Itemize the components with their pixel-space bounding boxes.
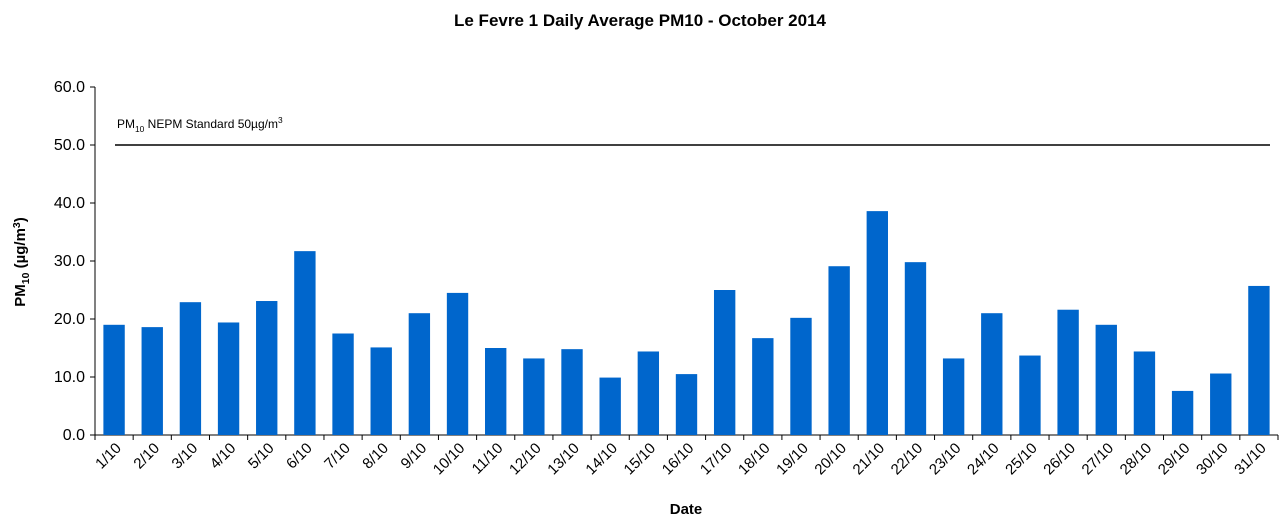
x-tick-label: 27/10 [1079,440,1118,479]
x-tick-label: 17/10 [697,440,736,479]
x-tick-label: 9/10 [398,440,431,473]
x-tick-label: 11/10 [469,440,507,478]
bar [217,322,240,435]
x-tick-label: 7/10 [321,440,354,473]
bar [294,251,316,435]
x-tick-label: 2/10 [130,440,163,473]
text-part: 10 [20,272,32,284]
x-tick-label: 31/10 [1231,440,1270,479]
bar [637,351,660,435]
x-tick-label: 5/10 [245,440,278,473]
bar [1133,351,1156,435]
chart-title: Le Fevre 1 Daily Average PM10 - October … [454,11,827,30]
text-part: PM [12,284,29,307]
bar [446,292,469,435]
x-tick-label: 23/10 [926,440,965,479]
x-tick-label: 21/10 [850,440,889,479]
y-tick-label: 0.0 [63,427,85,444]
bar [675,374,698,435]
text-part: (µg/m [12,228,29,272]
x-tick-label: 15/10 [621,440,660,479]
bar [866,211,888,435]
bar [1248,285,1270,435]
bar [1095,324,1117,435]
x-tick-label: 20/10 [811,440,850,479]
bar [790,317,812,435]
bar [141,327,163,435]
x-tick-label: 13/10 [544,440,583,479]
x-tick-label: 30/10 [1193,440,1232,479]
y-tick-label: 10.0 [54,369,85,386]
bar [370,347,392,435]
x-tick-label: 28/10 [1117,440,1156,479]
x-tick-label: 10/10 [430,440,469,479]
x-tick-label: 12/10 [506,440,545,479]
x-tick-label: 25/10 [1002,440,1041,479]
bar [713,290,736,435]
x-tick-label: 22/10 [888,440,927,479]
y-axis-label: PM10 (µg/m3) [11,217,32,307]
x-tick-label: 4/10 [207,440,240,473]
y-tick-label: 30.0 [54,253,85,270]
standard-label: PM10 NEPM Standard 50µg/m3 [117,115,283,134]
y-tick-label: 40.0 [54,195,85,212]
text-part: 3 [11,222,23,228]
x-tick-label: 26/10 [1040,440,1079,479]
bar [561,349,583,435]
text-part: 3 [278,115,283,125]
text-part: NEPM Standard 50µg/m [144,117,278,131]
x-tick-label: 19/10 [773,440,812,479]
bar [523,358,545,435]
bar [332,333,354,435]
bar [179,302,202,435]
text-part: 10 [135,124,145,134]
bar [752,338,774,435]
bar [1210,373,1232,435]
x-tick-label: 8/10 [359,440,392,473]
y-tick-label: 60.0 [54,79,85,96]
bar [828,266,850,435]
x-tick-label: 1/10 [92,440,125,473]
x-axis-label: Date [670,501,703,518]
bar [256,301,278,435]
bar [1019,355,1041,435]
bar [599,377,621,435]
x-tick-label: 14/10 [582,440,621,479]
bar [1171,390,1194,435]
bar [1057,309,1079,435]
y-tick-label: 20.0 [54,311,85,328]
x-tick-label: 16/10 [659,440,698,479]
bar [408,313,431,435]
bar [904,262,927,435]
x-tick-label: 3/10 [169,440,202,473]
x-tick-label: 29/10 [1155,440,1194,479]
x-tick-label: 24/10 [964,440,1003,479]
bar [103,324,125,435]
x-tick-label: 6/10 [283,440,316,473]
bar [981,313,1003,435]
text-part: ) [12,217,29,222]
bar [485,348,507,435]
bar [942,358,965,435]
text-part: PM [117,117,135,131]
y-tick-label: 50.0 [54,137,85,154]
x-tick-label: 18/10 [735,440,774,479]
